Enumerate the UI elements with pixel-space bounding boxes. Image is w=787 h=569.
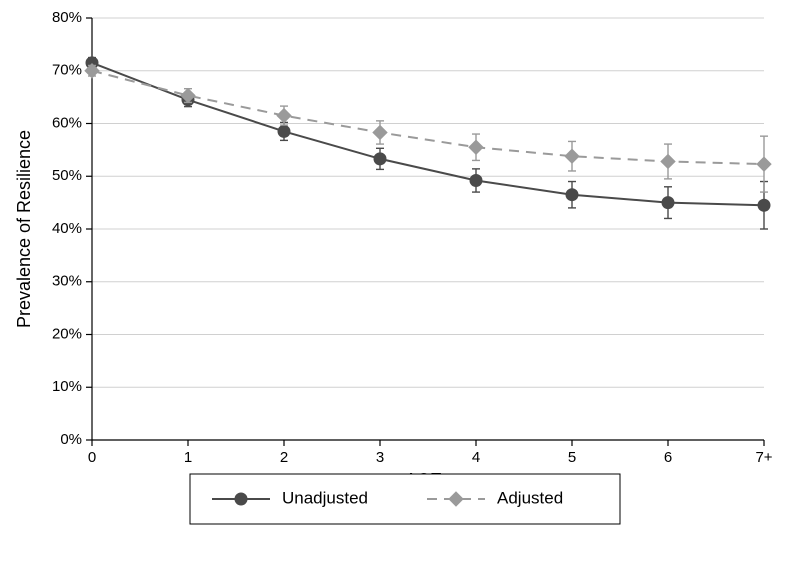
x-tick-label: 3 (376, 449, 384, 466)
legend: Unadjusted Adjusted (190, 474, 620, 524)
x-tick-label: 7+ (755, 449, 772, 466)
x-tick-label: 4 (472, 449, 480, 466)
y-axis-label: Prevalence of Resilience (14, 130, 34, 328)
chart-container: 0% 10% 20% 30% 40% 50% 60% 70% 80% 0 1 2 3 4 5 6 7+ Preva… (0, 0, 787, 569)
y-tick-label: 20% (52, 325, 82, 342)
x-tick-label: 2 (280, 449, 288, 466)
y-tick-label: 70% (52, 62, 82, 79)
legend-label: Unadjusted (282, 488, 368, 507)
y-tick-label: 30% (52, 273, 82, 290)
y-tick-label: 60% (52, 114, 82, 131)
x-tick-label: 5 (568, 449, 576, 466)
y-tick-label: 10% (52, 378, 82, 395)
legend-label: Adjusted (497, 488, 563, 507)
y-tick-label: 0% (60, 431, 82, 448)
y-tick-label: 80% (52, 9, 82, 26)
y-tick-label: 40% (52, 220, 82, 237)
y-tick-label: 50% (52, 167, 82, 184)
line-chart: 0% 10% 20% 30% 40% 50% 60% 70% 80% 0 1 2 3 4 5 6 7+ Preva… (0, 0, 787, 569)
x-tick-label: 0 (88, 449, 96, 466)
x-tick-label: 1 (184, 449, 192, 466)
x-tick-label: 6 (664, 449, 672, 466)
